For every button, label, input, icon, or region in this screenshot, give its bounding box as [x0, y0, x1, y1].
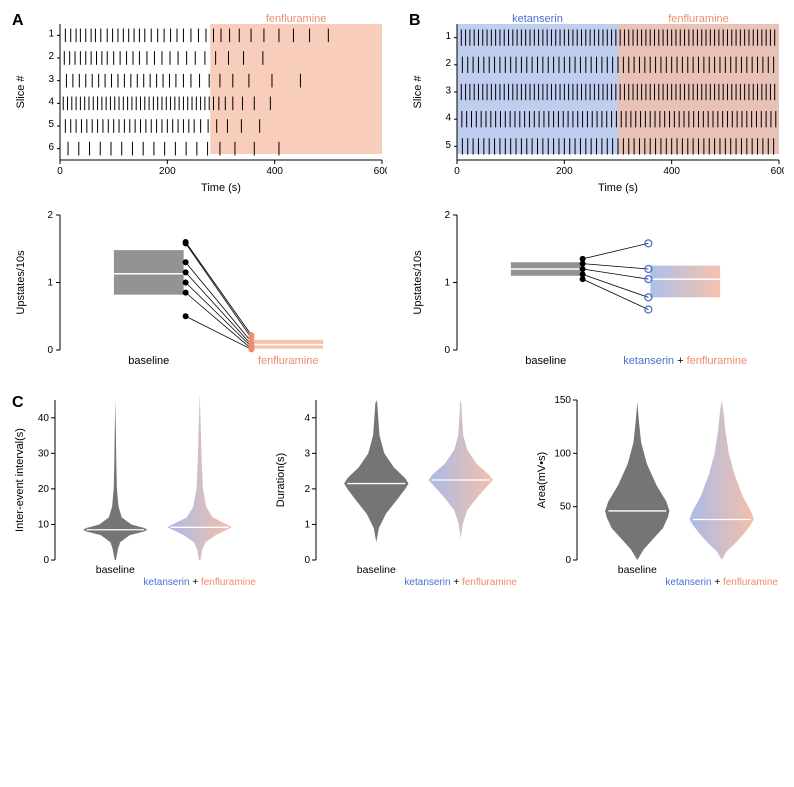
panel-label: C — [12, 394, 24, 412]
y-tick: 0 — [444, 345, 450, 356]
x-tick: 600 — [374, 166, 387, 177]
y-tick: 0 — [47, 345, 53, 356]
x-tick: 0 — [57, 166, 63, 177]
pair-line — [186, 272, 252, 344]
fenfluramine-region — [618, 24, 779, 154]
baseline-point — [183, 280, 189, 286]
y-tick: 4 — [304, 413, 310, 424]
y-tick: 0 — [43, 555, 49, 566]
slice-tick: 2 — [445, 58, 451, 69]
combo-violin — [429, 400, 493, 539]
y-tick: 150 — [554, 395, 571, 406]
x-label: Time (s) — [598, 182, 638, 194]
y-tick: 2 — [444, 210, 450, 221]
baseline-point — [580, 266, 586, 272]
slice-tick: 5 — [445, 140, 451, 151]
baseline-point — [183, 239, 189, 245]
y-label: Upstates/10s — [15, 250, 27, 315]
y-label: Slice # — [15, 75, 27, 109]
x-tick: 400 — [266, 166, 283, 177]
violin-plot: 0 1 2 3 4 Duration(s) baseline ketanserin + fen… — [271, 392, 522, 592]
combo-label: ketanserin + fenfluramine — [665, 577, 778, 588]
fenfluramine-label: fenfluramine — [258, 355, 319, 367]
x-tick: 0 — [454, 166, 460, 177]
slice-tick: 3 — [445, 85, 451, 96]
y-tick: 50 — [560, 502, 572, 513]
combo-violin — [690, 400, 754, 560]
violin-plot: 0 10 20 30 40 Inter-event interval(s) baseline… — [10, 392, 261, 592]
baseline-label: baseline — [96, 564, 135, 576]
panel-B: Bketanserin fenfluramine 1 2 3 4 5 0 200 400 600 Ti… — [407, 10, 784, 195]
boxplot: 0 1 2 Upstates/10s baseline ketanserin + fenf… — [407, 205, 784, 380]
baseline-point — [183, 313, 189, 319]
ketanserin-label: ketanserin — [512, 13, 563, 25]
baseline-violin — [83, 400, 147, 560]
slice-tick: 5 — [48, 119, 54, 130]
combo-violin — [168, 393, 232, 560]
panel-C: C010203040Inter-event interval(s)baselin… — [10, 392, 784, 592]
y-tick: 3 — [304, 448, 310, 459]
y-label: Duration(s) — [275, 453, 287, 507]
fenfluramine-label: fenfluramine — [266, 13, 327, 25]
slice-tick: 4 — [445, 113, 451, 124]
y-tick: 30 — [38, 448, 50, 459]
y-tick: 0 — [304, 555, 310, 566]
y-tick: 2 — [304, 484, 310, 495]
baseline-point — [183, 259, 189, 265]
y-tick: 40 — [38, 413, 50, 424]
baseline-point — [580, 271, 586, 277]
pair-line — [583, 264, 649, 269]
treatment-point — [645, 294, 652, 301]
y-label: Slice # — [412, 75, 424, 109]
y-tick: 2 — [47, 210, 53, 221]
panel-label: A — [12, 12, 24, 30]
slice-tick: 1 — [48, 28, 54, 39]
baseline-label: baseline — [618, 564, 657, 576]
baseline-label: baseline — [525, 355, 566, 367]
y-tick: 1 — [47, 278, 53, 289]
baseline-point — [183, 290, 189, 296]
baseline-point — [183, 269, 189, 275]
baseline-label: baseline — [128, 355, 169, 367]
y-tick: 10 — [38, 519, 50, 530]
fenfluramine-region — [210, 24, 382, 154]
y-label: Upstates/10s — [412, 250, 424, 315]
pair-line — [583, 243, 649, 259]
slice-tick: 1 — [445, 31, 451, 42]
panel-label: B — [409, 12, 421, 30]
baseline-violin — [344, 400, 408, 542]
baseline-violin — [605, 402, 669, 560]
slice-tick: 3 — [48, 74, 54, 85]
pair-line — [186, 262, 252, 342]
x-tick: 200 — [159, 166, 176, 177]
combo-label: ketanserin + fenfluramine — [404, 577, 517, 588]
baseline-point — [580, 256, 586, 262]
combo-label: ketanserin + fenfluramine — [623, 355, 747, 367]
y-tick: 1 — [444, 278, 450, 289]
y-tick: 0 — [565, 555, 571, 566]
violin-plot: 0 50 100 150 Area(mV•s) baseline ketanserin + … — [532, 392, 783, 592]
fenfluramine-label: fenfluramine — [668, 13, 729, 25]
pair-line — [186, 243, 252, 338]
x-tick: 400 — [663, 166, 680, 177]
boxplot: 0 1 2 Upstates/10s baseline fenfluramine — [10, 205, 387, 380]
slice-tick: 6 — [48, 142, 54, 153]
pair-line — [186, 283, 252, 347]
treatment-box — [650, 266, 720, 298]
y-tick: 1 — [304, 519, 310, 530]
baseline-box — [114, 250, 184, 295]
y-tick: 20 — [38, 484, 50, 495]
combo-label: ketanserin + fenfluramine — [143, 577, 256, 588]
y-label: Inter-event interval(s) — [14, 428, 26, 532]
y-tick: 100 — [554, 448, 571, 459]
treatment-point — [248, 332, 254, 338]
baseline-label: baseline — [357, 564, 396, 576]
x-tick: 200 — [556, 166, 573, 177]
slice-tick: 4 — [48, 96, 54, 107]
x-tick: 600 — [771, 166, 784, 177]
y-label: Area(mV•s) — [536, 452, 548, 508]
panel-A: Afenfluramine 1 2 3 4 5 6 0 200 400 600 Time (s) Sli… — [10, 10, 387, 195]
slice-tick: 2 — [48, 51, 54, 62]
x-label: Time (s) — [201, 182, 241, 194]
